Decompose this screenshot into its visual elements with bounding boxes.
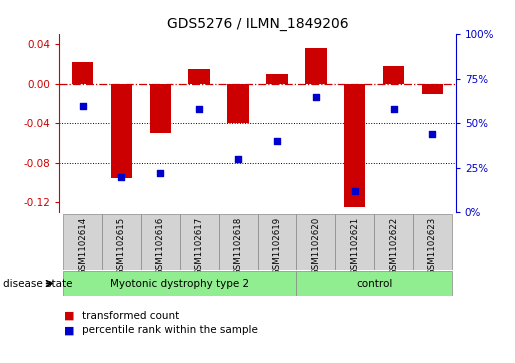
Bar bbox=[266, 74, 288, 84]
Bar bbox=[111, 84, 132, 178]
Bar bbox=[102, 214, 141, 270]
Bar bbox=[188, 69, 210, 84]
Bar bbox=[383, 66, 404, 84]
Text: GSM1102615: GSM1102615 bbox=[117, 217, 126, 275]
Text: GSM1102620: GSM1102620 bbox=[311, 217, 320, 275]
Point bbox=[78, 103, 87, 109]
Text: GSM1102617: GSM1102617 bbox=[195, 217, 204, 275]
Bar bbox=[72, 62, 93, 84]
Bar bbox=[305, 48, 327, 84]
Text: Myotonic dystrophy type 2: Myotonic dystrophy type 2 bbox=[110, 278, 249, 289]
Point bbox=[389, 106, 398, 112]
Point bbox=[156, 170, 164, 176]
Text: GSM1102618: GSM1102618 bbox=[234, 217, 243, 275]
Bar bbox=[335, 214, 374, 270]
Bar bbox=[150, 84, 171, 133]
Bar bbox=[63, 214, 102, 270]
Point bbox=[117, 174, 126, 180]
Text: GSM1102622: GSM1102622 bbox=[389, 217, 398, 275]
Text: ■: ■ bbox=[64, 325, 75, 335]
Bar bbox=[63, 271, 296, 296]
Text: GSM1102621: GSM1102621 bbox=[350, 217, 359, 275]
Text: GSM1102619: GSM1102619 bbox=[272, 217, 281, 275]
Text: GSM1102616: GSM1102616 bbox=[156, 217, 165, 275]
Bar bbox=[219, 214, 258, 270]
Bar bbox=[227, 84, 249, 123]
Title: GDS5276 / ILMN_1849206: GDS5276 / ILMN_1849206 bbox=[167, 17, 348, 31]
Text: transformed count: transformed count bbox=[82, 311, 180, 321]
Text: GSM1102623: GSM1102623 bbox=[428, 217, 437, 275]
Point bbox=[312, 94, 320, 100]
Text: GSM1102614: GSM1102614 bbox=[78, 217, 87, 275]
Point bbox=[428, 131, 437, 137]
Bar bbox=[344, 84, 365, 207]
Bar bbox=[296, 214, 335, 270]
Text: ■: ■ bbox=[64, 311, 75, 321]
Bar bbox=[258, 214, 296, 270]
Bar bbox=[141, 214, 180, 270]
Bar bbox=[296, 271, 452, 296]
Point bbox=[234, 156, 242, 162]
Bar bbox=[422, 84, 443, 94]
Point bbox=[351, 188, 359, 194]
Bar bbox=[413, 214, 452, 270]
Text: disease state: disease state bbox=[3, 278, 72, 289]
Bar bbox=[374, 214, 413, 270]
Text: percentile rank within the sample: percentile rank within the sample bbox=[82, 325, 259, 335]
Bar bbox=[180, 214, 219, 270]
Text: control: control bbox=[356, 278, 392, 289]
Point bbox=[195, 106, 203, 112]
Point bbox=[273, 138, 281, 144]
